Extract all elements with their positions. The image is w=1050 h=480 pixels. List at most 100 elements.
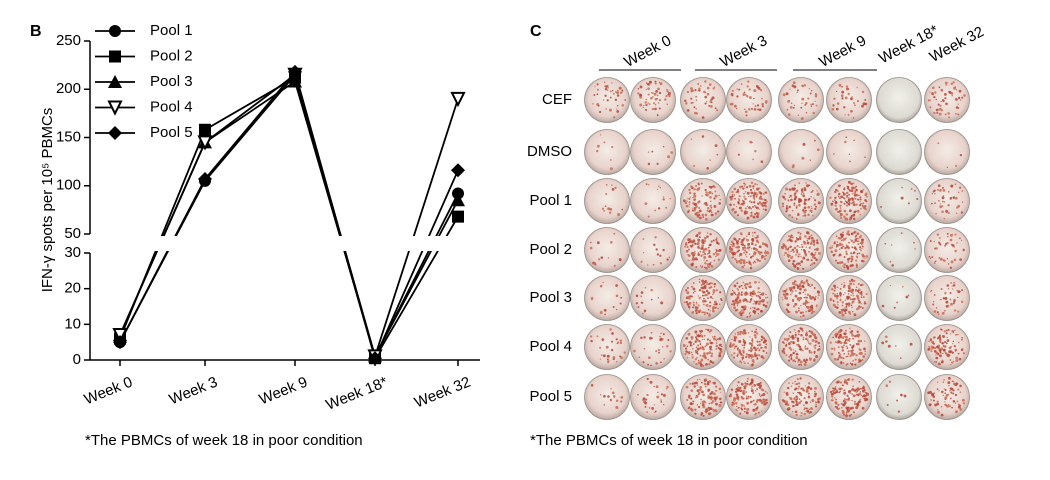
spot: [644, 108, 648, 111]
spot: [708, 380, 712, 383]
spot: [853, 395, 855, 397]
spot: [659, 361, 662, 364]
spot: [940, 100, 942, 103]
spot: [797, 358, 801, 362]
spot: [714, 400, 717, 402]
spot: [708, 351, 712, 354]
spot: [749, 382, 753, 385]
spot: [746, 300, 749, 303]
spot: [599, 134, 602, 136]
well: [876, 129, 922, 175]
spot: [659, 262, 663, 265]
spot: [813, 350, 816, 354]
spot: [943, 348, 946, 352]
spot: [732, 242, 735, 245]
spot: [938, 362, 941, 366]
spot: [944, 396, 948, 399]
spot: [927, 99, 930, 102]
spot: [730, 93, 734, 96]
well: [584, 275, 630, 321]
spot: [704, 213, 708, 217]
spot: [935, 247, 938, 250]
spot: [649, 336, 652, 340]
spot: [710, 213, 714, 217]
spot: [744, 382, 747, 385]
well: [630, 227, 676, 273]
spot: [847, 293, 850, 295]
spot: [944, 392, 947, 395]
spot: [762, 192, 765, 196]
spot: [747, 397, 750, 400]
column-header: Week 9: [816, 32, 869, 71]
spot: [746, 238, 749, 242]
spot: [943, 379, 945, 381]
spot: [855, 354, 858, 357]
spot: [744, 283, 747, 286]
spot: [642, 397, 646, 400]
spot: [839, 389, 841, 391]
spot: [699, 265, 702, 267]
spot: [853, 402, 857, 405]
spot: [608, 108, 612, 112]
spot: [733, 194, 736, 196]
spot: [859, 398, 862, 401]
spot: [694, 412, 697, 415]
spot: [855, 237, 858, 240]
spot: [703, 259, 705, 261]
spot: [855, 388, 858, 391]
spot: [698, 236, 701, 239]
spot: [850, 202, 853, 205]
spot: [856, 296, 860, 299]
spot: [791, 410, 794, 413]
spot: [688, 188, 691, 192]
spot: [687, 356, 689, 359]
spot: [845, 252, 849, 256]
axis-break: [91, 236, 521, 251]
spot: [759, 253, 761, 256]
spot: [855, 185, 858, 188]
spot: [948, 350, 951, 354]
spot: [711, 283, 713, 285]
spot: [753, 97, 755, 100]
spot: [808, 197, 811, 201]
spot: [746, 85, 749, 88]
spot: [749, 395, 752, 399]
spot: [783, 295, 787, 298]
spot: [954, 393, 958, 397]
spot: [849, 337, 851, 340]
spot: [860, 296, 863, 299]
spot: [710, 401, 713, 405]
spot: [589, 246, 593, 250]
spot: [796, 297, 800, 300]
spot: [715, 249, 718, 253]
spot: [729, 250, 732, 253]
spot: [844, 96, 848, 100]
spot: [808, 250, 810, 253]
spot: [749, 256, 753, 259]
spot: [758, 108, 762, 112]
spot: [862, 355, 865, 358]
spot: [607, 89, 609, 91]
spot: [646, 411, 649, 413]
spot: [658, 81, 661, 84]
spot: [855, 248, 858, 251]
spot: [862, 296, 865, 299]
spot: [689, 341, 693, 344]
spot: [942, 189, 946, 192]
spot: [850, 304, 853, 307]
spot: [758, 281, 760, 283]
spot: [733, 356, 735, 359]
spot: [907, 202, 910, 205]
spot: [853, 102, 856, 104]
spot: [667, 155, 671, 159]
spot: [740, 293, 743, 296]
spot: [958, 89, 962, 93]
spot: [930, 399, 933, 401]
spot: [644, 202, 648, 206]
spot: [606, 358, 609, 361]
spot: [690, 138, 693, 140]
spot: [757, 86, 761, 90]
spot: [847, 378, 849, 381]
spot: [656, 395, 660, 399]
spot: [791, 216, 794, 219]
